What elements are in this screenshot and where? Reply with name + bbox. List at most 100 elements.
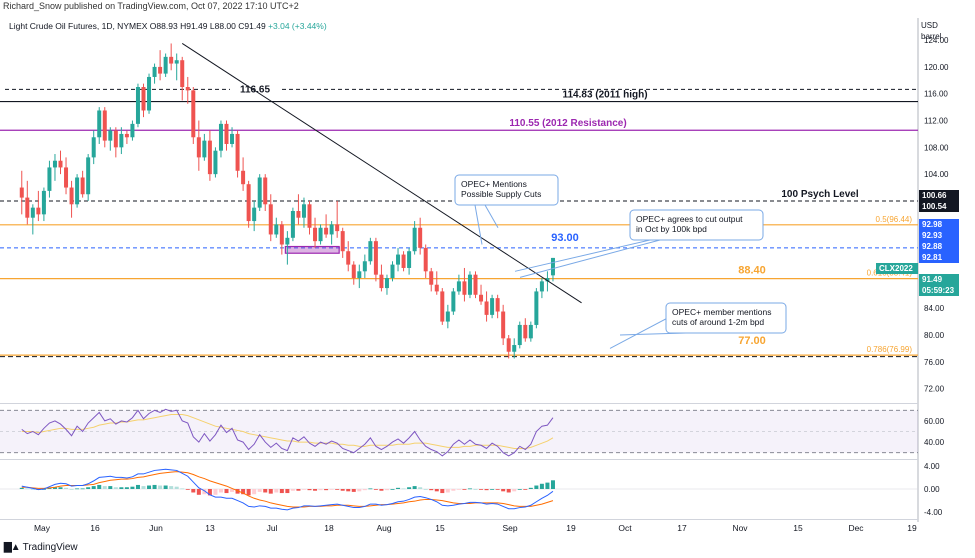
macd-histogram-bar: [495, 489, 500, 490]
candle-body: [329, 224, 334, 235]
macd-histogram-bar: [456, 489, 461, 490]
candle-body: [407, 251, 412, 268]
macd-histogram-bar: [440, 489, 445, 494]
candle-body: [368, 241, 373, 262]
candle-body: [307, 204, 312, 228]
price-badge: [919, 285, 959, 296]
symbol-legend: Light Crude Oil Futures, 1D, NYMEX O88.9…: [9, 21, 327, 31]
macd-histogram-bar: [91, 486, 96, 489]
macd-histogram-bar: [241, 489, 246, 495]
candle-body: [451, 291, 456, 312]
price-badge: [919, 241, 959, 252]
macd-histogram-bar: [52, 487, 57, 489]
macd-histogram-bar: [246, 489, 251, 496]
macd-histogram-bar: [324, 489, 329, 491]
macd-histogram-bar: [351, 489, 356, 492]
macd-histogram-bar: [80, 488, 85, 490]
ohlc-change: +3.04 (+3.44%): [268, 21, 327, 31]
candle-body: [174, 60, 179, 64]
candle-body: [58, 160, 63, 168]
macd-tick-label: 4.00: [924, 462, 940, 471]
candle-body: [218, 123, 223, 151]
price-badge: [919, 190, 959, 201]
candle-body: [135, 87, 140, 124]
macd-histogram-bar: [135, 484, 140, 489]
macd-histogram-bar: [163, 485, 168, 489]
macd-histogram-bar: [25, 488, 30, 490]
candle-body: [324, 227, 329, 235]
candle-body: [418, 227, 423, 248]
annotation-text: OPEC+ agrees to cut output: [636, 214, 743, 224]
candle-body: [429, 271, 434, 285]
candle-body: [484, 301, 489, 315]
price-badge-label: 100.66: [922, 191, 947, 200]
macd-histogram-bar: [58, 487, 63, 489]
time-tick-label: 18: [324, 523, 334, 533]
symbol-title: Light Crude Oil Futures, 1D, NYMEX: [9, 21, 148, 31]
macd-histogram-bar: [30, 489, 35, 490]
ohlc-close: C91.49: [238, 21, 266, 31]
macd-histogram-bar: [47, 487, 52, 489]
candle-body: [456, 281, 461, 292]
macd-histogram-bar: [158, 485, 163, 489]
level-label: 116.65: [240, 84, 270, 95]
y-unit-label: USD: [921, 21, 938, 30]
annotation-text: OPEC+ Mentions: [461, 179, 527, 189]
candle-body: [434, 284, 439, 292]
tradingview-logo-icon: ▇▲: [4, 542, 21, 553]
macd-histogram-bar: [235, 489, 240, 494]
candle-body: [191, 90, 196, 138]
price-tick-label: 124.00: [924, 36, 949, 45]
candle-body: [246, 184, 251, 222]
candle-body: [80, 177, 85, 195]
macd-histogram-bar: [539, 483, 544, 489]
candle-body: [180, 60, 185, 88]
y-unit-label: barrel: [921, 32, 942, 41]
candle-body: [47, 167, 52, 191]
candle-body: [396, 254, 401, 265]
candle-body: [362, 261, 367, 272]
candle-body: [91, 137, 96, 158]
macd-histogram-bar: [174, 486, 179, 489]
candle-body: [506, 338, 511, 352]
macd-histogram-bar: [390, 489, 395, 490]
time-tick-label: Dec: [848, 523, 864, 533]
macd-histogram-bar: [407, 487, 412, 489]
candle-body: [539, 281, 544, 292]
annotation-text: Possible Supply Cuts: [461, 189, 541, 199]
candle-body: [301, 204, 306, 218]
macd-histogram-bar: [124, 487, 129, 489]
macd-histogram-bar: [296, 489, 301, 491]
level-label: 114.83 (2011 high): [562, 90, 647, 101]
candle-body: [213, 150, 218, 175]
macd-histogram-bar: [196, 489, 201, 495]
macd-histogram-bar: [346, 489, 351, 492]
macd-histogram-bar: [224, 489, 229, 494]
candle-body: [196, 137, 201, 158]
price-badge-label: 92.93: [922, 231, 943, 240]
macd-histogram-bar: [340, 489, 345, 491]
candle-body: [241, 170, 246, 185]
price-tick-label: 104.00: [924, 170, 949, 179]
candle-body: [124, 133, 129, 138]
footer-brand[interactable]: ▇▲ TradingView: [4, 542, 78, 553]
price-badge: [919, 219, 959, 230]
macd-histogram-bar: [479, 489, 484, 490]
price-badge-label: 91.49: [922, 275, 943, 284]
candle-body: [357, 271, 362, 279]
candle-body: [19, 187, 24, 198]
macd-histogram-bar: [501, 489, 506, 492]
candle-body: [230, 133, 235, 144]
macd-histogram-bar: [279, 489, 284, 494]
candle-body: [473, 274, 478, 295]
price-badge-label: CLX2022: [879, 264, 913, 273]
candle-body: [130, 123, 135, 138]
candle-body: [550, 257, 555, 276]
candle-body: [147, 76, 152, 111]
candle-body: [523, 324, 528, 339]
macd-histogram-bar: [97, 484, 102, 489]
macd-histogram-bar: [202, 489, 207, 495]
macd-histogram-bar: [119, 487, 124, 489]
